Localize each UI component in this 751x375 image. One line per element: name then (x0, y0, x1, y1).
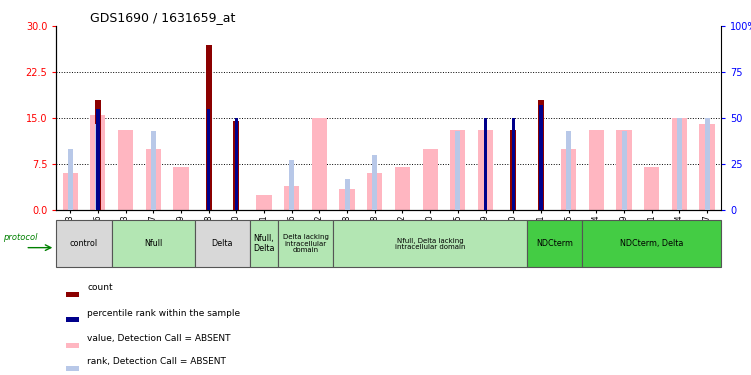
Bar (195, 220, 250, 267)
Bar (278, 220, 333, 267)
Text: NDCterm: NDCterm (536, 239, 573, 248)
Bar (284, 186, 300, 210)
Bar (90, 115, 105, 210)
Bar (372, 155, 377, 210)
Bar (511, 118, 515, 210)
Bar (538, 100, 544, 210)
Bar (677, 118, 682, 210)
Bar (622, 131, 626, 210)
Bar (672, 118, 687, 210)
Text: Delta: Delta (212, 239, 234, 248)
Bar (451, 130, 466, 210)
Bar (207, 109, 210, 210)
Text: GDS1690 / 1631659_at: GDS1690 / 1631659_at (89, 11, 235, 24)
Bar (484, 118, 487, 210)
Text: Nfull: Nfull (144, 239, 162, 248)
Text: protocol: protocol (3, 233, 38, 242)
Bar (250, 220, 278, 267)
Bar (56, 220, 112, 267)
Text: percentile rank within the sample: percentile rank within the sample (87, 309, 240, 318)
Bar (62, 173, 78, 210)
Bar (146, 149, 161, 210)
Bar (367, 173, 382, 210)
Bar (151, 131, 155, 210)
Bar (704, 118, 710, 210)
Bar (644, 167, 659, 210)
Bar (66, 292, 80, 297)
Bar (289, 160, 294, 210)
Text: Nfull,
Delta: Nfull, Delta (253, 234, 275, 253)
Bar (339, 189, 354, 210)
Bar (96, 109, 100, 210)
Bar (561, 149, 576, 210)
Bar (118, 130, 133, 210)
Bar (617, 130, 632, 210)
Bar (527, 220, 583, 267)
Bar (478, 130, 493, 210)
Bar (455, 131, 460, 210)
Bar (256, 195, 272, 210)
Bar (423, 149, 438, 210)
Text: rank, Detection Call = ABSENT: rank, Detection Call = ABSENT (87, 357, 226, 366)
Bar (112, 220, 195, 267)
Bar (234, 121, 240, 210)
Text: Delta lacking
intracellular
domain: Delta lacking intracellular domain (282, 234, 328, 253)
Bar (395, 167, 410, 210)
Text: count: count (87, 284, 113, 292)
Bar (68, 149, 73, 210)
Bar (699, 124, 715, 210)
Bar (66, 366, 80, 371)
Bar (234, 118, 238, 210)
Bar (566, 131, 572, 210)
Bar (95, 124, 101, 210)
Bar (539, 105, 543, 210)
Bar (173, 167, 189, 210)
Bar (206, 45, 212, 210)
Text: Nfull, Delta lacking
intracellular domain: Nfull, Delta lacking intracellular domai… (395, 237, 466, 250)
Bar (589, 130, 604, 210)
Text: NDCterm, Delta: NDCterm, Delta (620, 239, 683, 248)
Bar (66, 318, 80, 322)
Text: control: control (70, 239, 98, 248)
Bar (583, 220, 721, 267)
Text: value, Detection Call = ABSENT: value, Detection Call = ABSENT (87, 334, 231, 343)
Bar (66, 343, 80, 348)
Bar (312, 118, 327, 210)
Bar (510, 130, 516, 210)
Bar (333, 220, 527, 267)
Bar (345, 179, 350, 210)
Bar (95, 100, 101, 210)
